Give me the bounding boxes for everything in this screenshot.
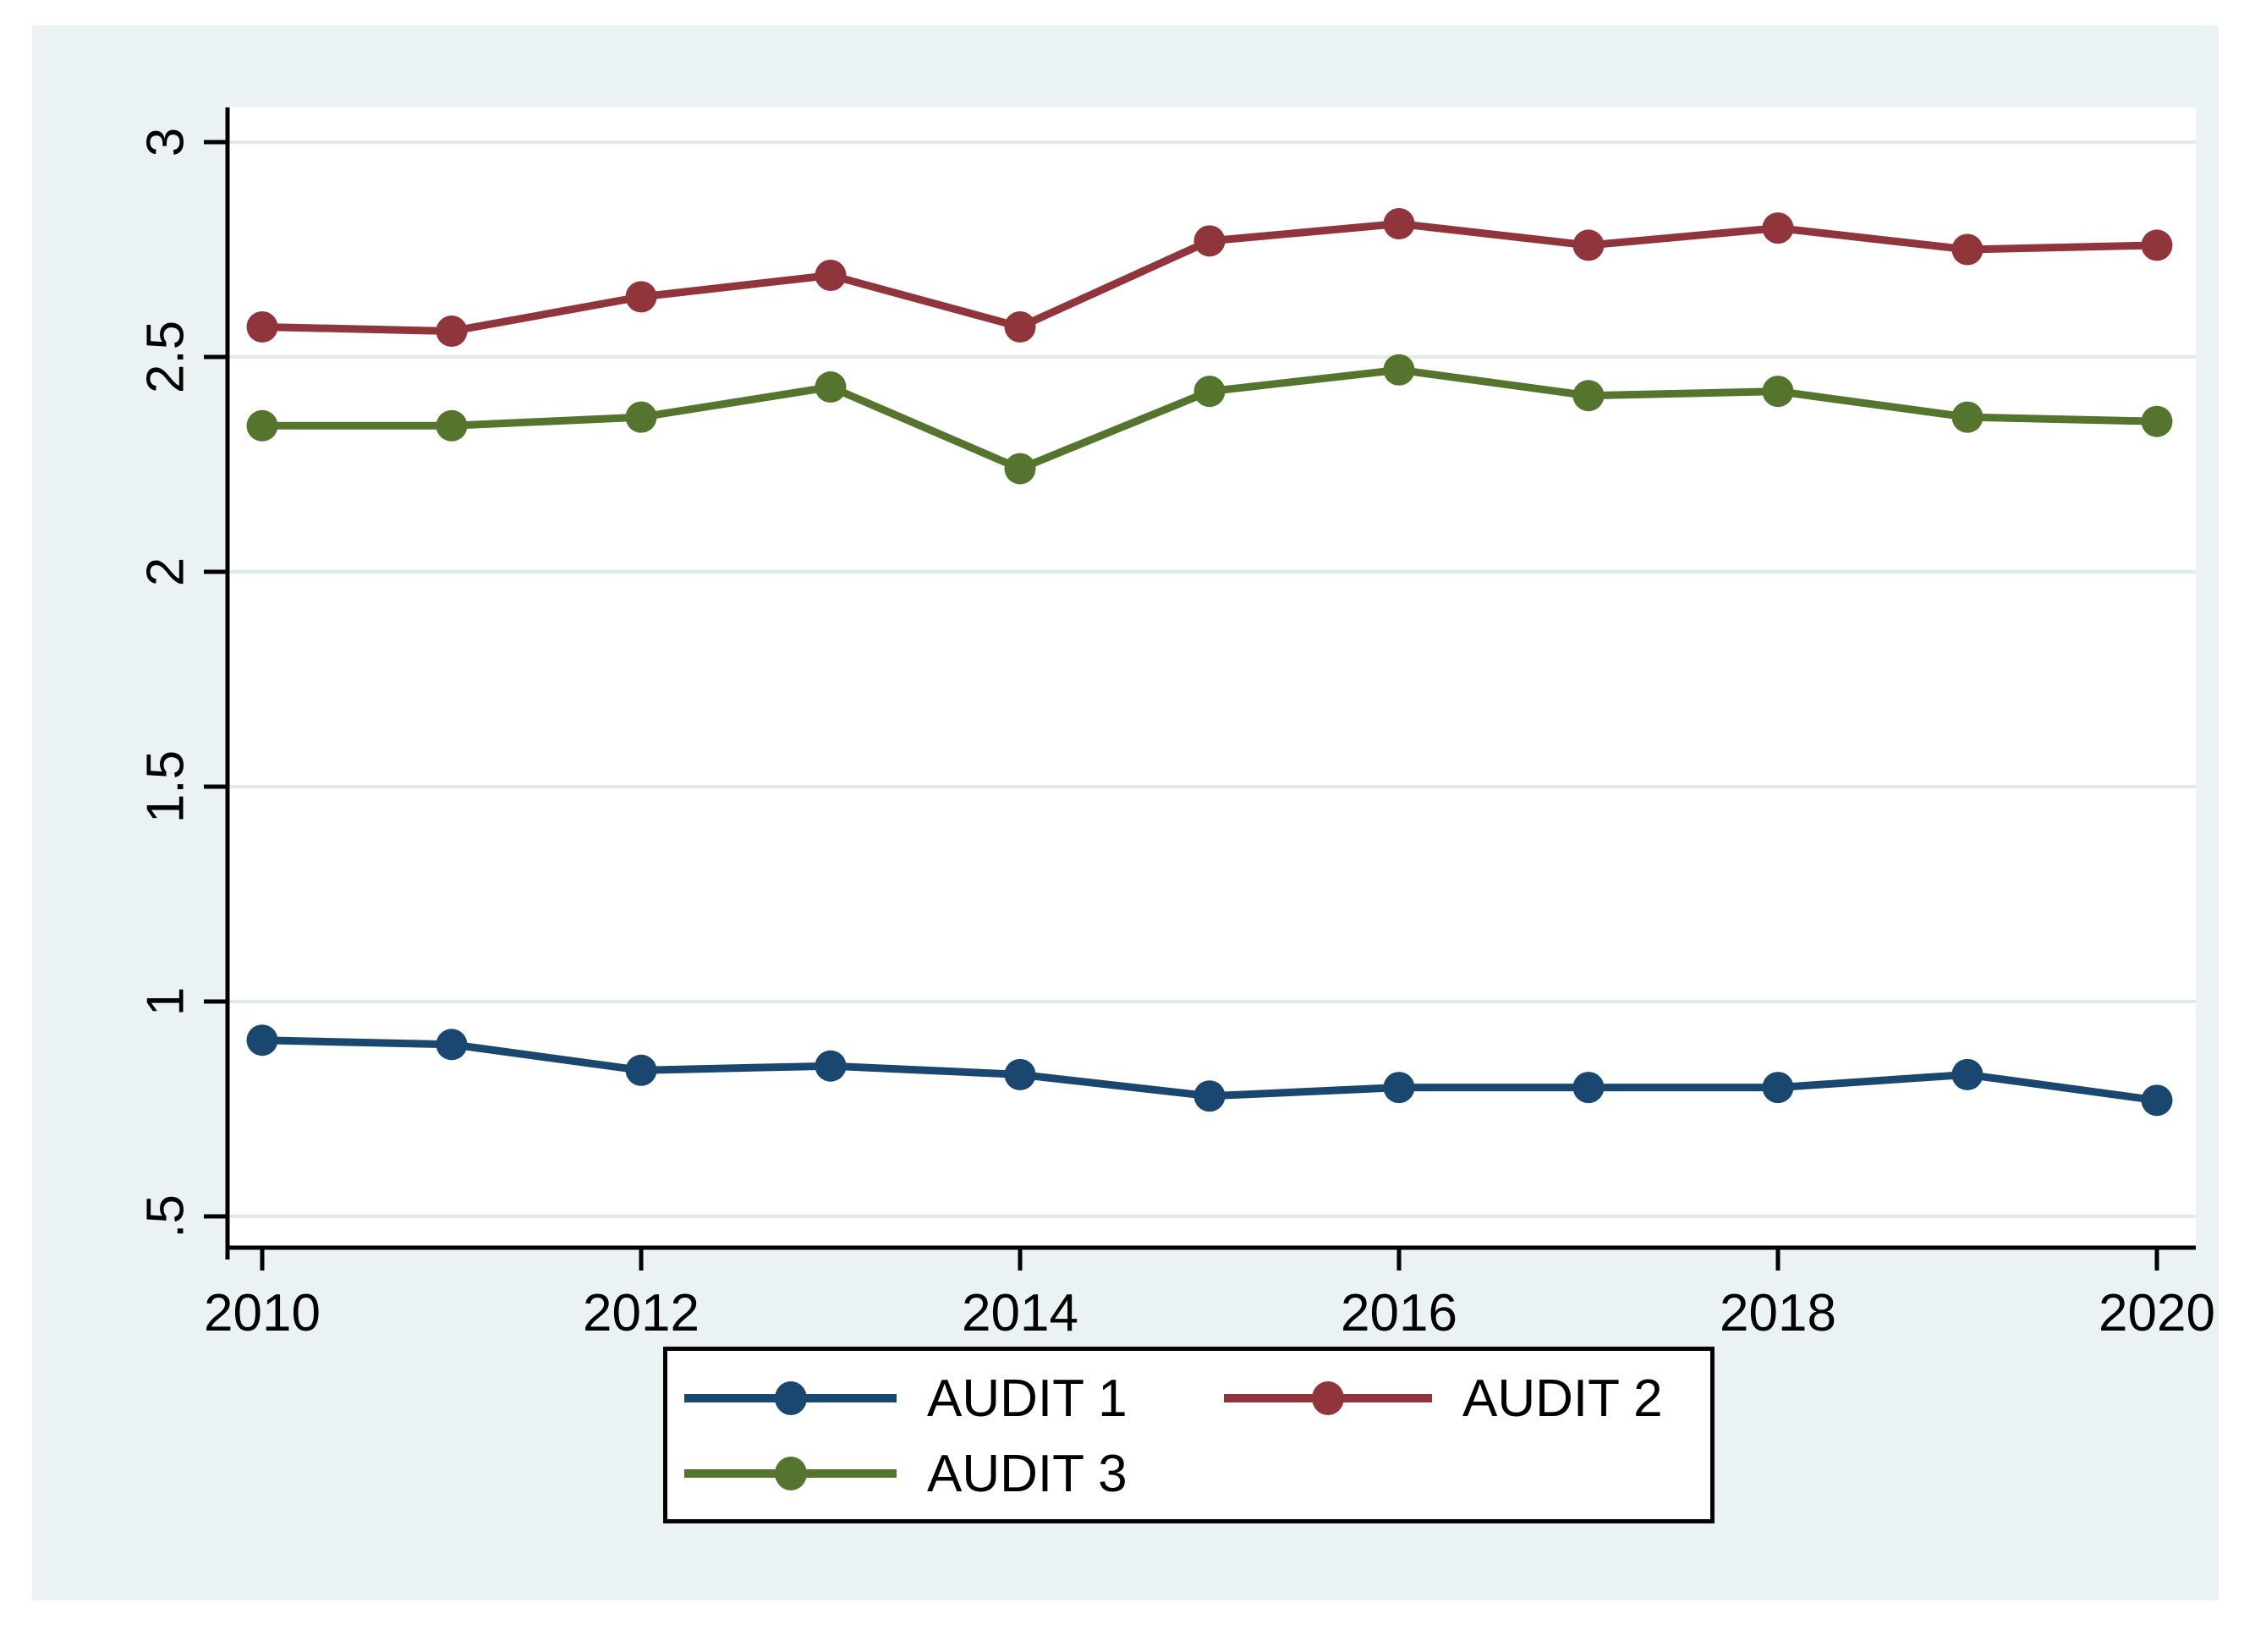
y-tick-label: 2 — [137, 557, 195, 586]
data-point-audit-2 — [2141, 229, 2173, 261]
legend-label-audit-1: AUDIT 1 — [927, 1369, 1128, 1428]
data-point-audit-1 — [1193, 1080, 1226, 1112]
x-tick-label: 2012 — [583, 1284, 700, 1342]
data-point-audit-1 — [815, 1050, 847, 1082]
legend-swatch-audit-1 — [684, 1380, 897, 1417]
legend-swatch-audit-3 — [684, 1455, 897, 1492]
data-point-audit-1 — [436, 1029, 468, 1061]
y-tick-label: 1 — [137, 987, 195, 1016]
data-point-audit-3 — [815, 371, 847, 403]
legend-swatch-audit-2 — [1224, 1380, 1432, 1417]
legend-label-audit-3: AUDIT 3 — [927, 1444, 1128, 1503]
data-point-audit-2 — [1004, 310, 1036, 343]
x-tick-label: 2018 — [1720, 1284, 1836, 1342]
data-point-audit-3 — [1193, 376, 1226, 408]
y-tick-label: .5 — [137, 1194, 195, 1238]
data-point-audit-2 — [1572, 229, 1605, 261]
data-point-audit-2 — [625, 281, 657, 313]
data-point-audit-3 — [625, 401, 657, 433]
data-point-audit-3 — [1762, 376, 1794, 408]
graph-background: .5 1 1.5 2 2.5 3 2010 2012 2014 2016 2018 2020 — [32, 25, 2219, 1600]
data-point-audit-2 — [246, 310, 278, 343]
data-point-audit-2 — [436, 316, 468, 348]
data-point-audit-3 — [1383, 354, 1415, 386]
data-point-audit-1 — [246, 1024, 278, 1057]
y-tick-label: 3 — [137, 128, 195, 156]
data-point-audit-3 — [436, 409, 468, 442]
data-point-audit-1 — [2141, 1084, 2173, 1117]
data-point-audit-2 — [1383, 208, 1415, 240]
data-point-audit-2 — [1193, 225, 1226, 257]
data-point-audit-2 — [815, 259, 847, 291]
legend-label-audit-2: AUDIT 2 — [1462, 1369, 1663, 1428]
y-tick-label: 2.5 — [137, 321, 195, 393]
data-point-audit-3 — [2141, 405, 2173, 437]
data-point-audit-1 — [1762, 1072, 1794, 1104]
x-tick-label: 2010 — [204, 1284, 321, 1342]
data-point-audit-3 — [246, 409, 278, 442]
x-tick-label: 2016 — [1341, 1284, 1457, 1342]
legend-box: AUDIT 1 AUDIT 2 AUDIT 3 — [663, 1347, 1715, 1523]
legend-marker-audit-2 — [1312, 1381, 1344, 1415]
line-chart-canvas: .5 1 1.5 2 2.5 3 2010 2012 2014 2016 2018 2020 — [137, 107, 2215, 1342]
data-point-audit-1 — [1572, 1072, 1605, 1104]
data-point-audit-1 — [1004, 1058, 1036, 1090]
legend-entry-audit-3: AUDIT 3 — [684, 1445, 1128, 1503]
legend-entry-audit-2: AUDIT 2 — [1224, 1369, 1663, 1428]
x-tick-label: 2020 — [2099, 1284, 2215, 1342]
legend-entry-audit-1: AUDIT 1 — [684, 1369, 1128, 1428]
data-point-audit-1 — [1383, 1072, 1415, 1104]
legend-marker-audit-1 — [774, 1381, 807, 1415]
data-point-audit-3 — [1572, 380, 1605, 412]
legend-marker-audit-3 — [774, 1457, 807, 1490]
data-point-audit-2 — [1951, 233, 1983, 266]
y-tick-label: 1.5 — [137, 750, 195, 823]
data-point-audit-3 — [1951, 401, 1983, 433]
data-point-audit-3 — [1004, 453, 1036, 485]
data-point-audit-1 — [1951, 1058, 1983, 1090]
x-tick-label: 2014 — [962, 1284, 1078, 1342]
data-point-audit-2 — [1762, 212, 1794, 244]
data-point-audit-1 — [625, 1054, 657, 1086]
